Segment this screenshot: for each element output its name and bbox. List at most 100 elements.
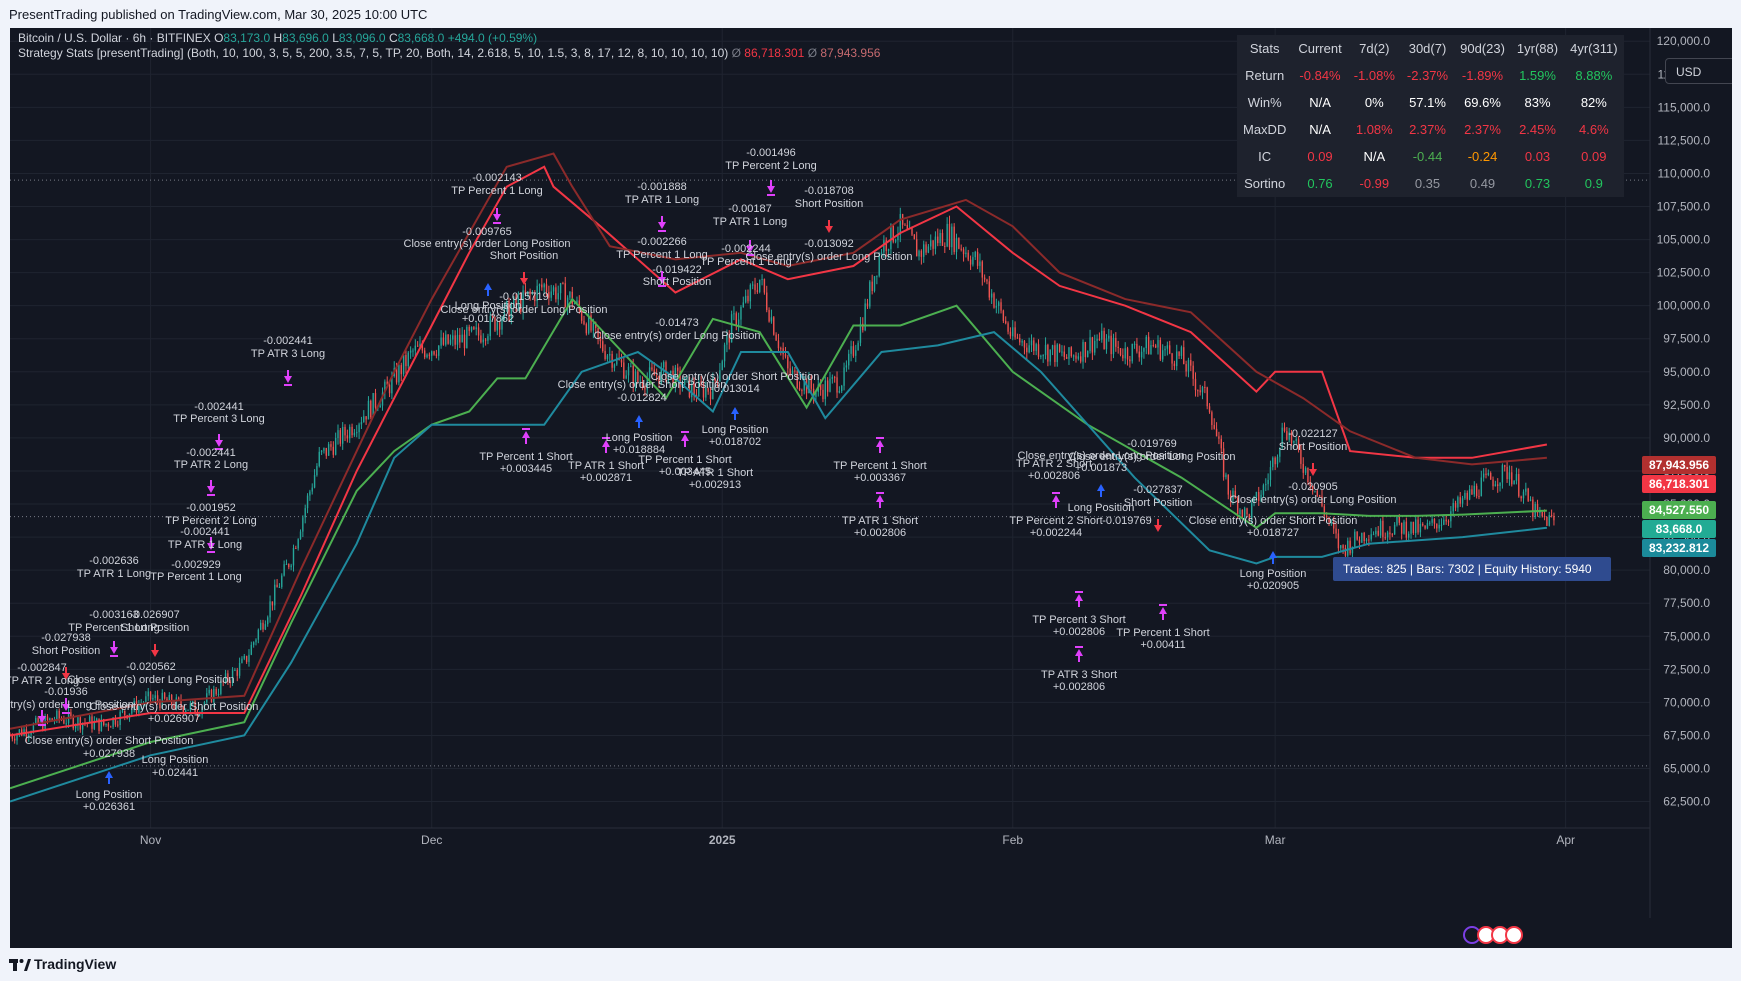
candle-body: [522, 290, 524, 312]
trades-info-box: Trades: 825 | Bars: 7302 | Equity Histor…: [1333, 557, 1611, 581]
y-tick-label: 67,500.0: [1663, 728, 1710, 742]
stats-cell: -0.99: [1359, 176, 1390, 191]
candle-body: [1489, 472, 1492, 480]
y-tick-label: 100,000.0: [1657, 299, 1711, 313]
candle-body: [250, 644, 253, 655]
candle-body: [1370, 534, 1372, 540]
trade-annotation: -0.002441: [180, 526, 230, 538]
candle-body: [412, 350, 414, 352]
candle-body: [454, 335, 456, 345]
candle-body: [735, 313, 737, 327]
take-profit-marker: [284, 376, 292, 383]
brand-name[interactable]: TradingView: [34, 956, 117, 972]
currency-selector[interactable]: USD: [1665, 58, 1732, 84]
candle-body: [1065, 357, 1068, 359]
y-tick-label: 107,500.0: [1657, 200, 1711, 214]
candle-body: [620, 359, 623, 363]
candle-body: [231, 670, 234, 684]
candle-body: [990, 293, 993, 298]
short-entry-marker: [151, 650, 159, 657]
candle-body: [259, 622, 262, 630]
candle-body: [1527, 488, 1529, 501]
candle-body: [1187, 360, 1190, 372]
candle-body: [1154, 345, 1157, 348]
candle-body: [1445, 519, 1447, 522]
candle-body: [524, 290, 527, 295]
stats-header-cell: Stats: [1249, 41, 1280, 56]
trade-annotation: -0.019769: [1127, 438, 1177, 450]
candle-body: [723, 344, 726, 362]
candle-body: [1351, 546, 1354, 554]
trade-annotation: Short Position: [1124, 497, 1192, 509]
candle-body: [939, 233, 941, 244]
candle-body: [791, 370, 794, 375]
candle-body: [238, 662, 241, 676]
candle-body: [580, 309, 583, 321]
candle-body: [829, 378, 831, 392]
candle-body: [637, 371, 639, 382]
candle-body: [177, 697, 180, 700]
candle-body: [154, 695, 156, 699]
candle-body: [1335, 528, 1337, 534]
stats-cell: 0.9: [1584, 176, 1603, 191]
candle-body: [346, 435, 349, 439]
candle-body: [1333, 521, 1335, 529]
candle-body: [955, 237, 958, 253]
candle-body: [531, 292, 534, 294]
candle-body: [1260, 494, 1262, 502]
y-tick-label: 80,000.0: [1663, 563, 1710, 577]
candle-body: [1393, 524, 1396, 535]
candle-body: [1192, 365, 1194, 379]
trade-annotation: -0.013014: [710, 383, 760, 395]
candle-body: [845, 365, 848, 368]
candle-body: [304, 508, 306, 518]
candle-body: [1005, 320, 1007, 324]
candle-body: [1019, 338, 1021, 343]
candle-body: [1309, 482, 1311, 486]
candle-body: [604, 351, 606, 359]
us-flag-icon[interactable]: [1505, 926, 1523, 944]
candle-body: [330, 444, 332, 447]
short-entry-marker: [520, 278, 528, 285]
candle-body: [784, 354, 787, 357]
trade-annotation: -0.022127: [1288, 428, 1338, 440]
candle-body: [297, 539, 299, 549]
candle-body: [1286, 431, 1288, 440]
candle-body: [1061, 351, 1063, 353]
candle-body: [737, 319, 740, 327]
candle-body: [852, 346, 855, 356]
candle-body: [419, 343, 421, 347]
trade-annotation: Close entry(s) order Long Position: [441, 304, 608, 316]
candle-body: [470, 327, 473, 331]
candle-body: [801, 390, 803, 392]
candle-body: [1058, 344, 1061, 352]
candle-body: [407, 352, 409, 367]
candle-body: [1424, 525, 1426, 529]
candle-body: [1199, 390, 1201, 393]
candle-body: [1513, 480, 1515, 485]
candle-body: [311, 487, 313, 492]
long-entry-marker: [1269, 551, 1277, 558]
trade-annotation: TP ATR 2 Short: [1016, 458, 1092, 470]
stats-cell: N/A: [1363, 149, 1386, 164]
trade-annotation: -0.002143: [472, 172, 522, 184]
trade-annotation: +0.018884: [613, 444, 665, 456]
series-line: [10, 297, 1547, 790]
candle-body: [1227, 474, 1229, 495]
candle-body: [131, 709, 133, 714]
candle-body: [862, 323, 864, 331]
take-profit-marker: [876, 495, 884, 502]
trade-annotation: Long Position: [1068, 502, 1135, 514]
strategy-name[interactable]: Strategy Stats [presentTrading] (Both, 1…: [18, 46, 729, 60]
chart-panel[interactable]: 62,500.0 65,000.0 67,500.0 70,000.0 72,500.0…: [10, 28, 1732, 948]
candle-body: [838, 391, 841, 393]
candle-body: [208, 689, 210, 694]
candle-body: [667, 373, 670, 382]
trade-annotation: Short Position: [795, 198, 863, 210]
symbol-name[interactable]: Bitcoin / U.S. Dollar · 6h · BITFINEX: [18, 31, 211, 45]
trade-annotation: Long Position: [702, 424, 769, 436]
candle-body: [740, 307, 742, 320]
trade-annotation: +0.017862: [462, 313, 514, 325]
event-flags[interactable]: [1462, 924, 1526, 946]
trade-annotation: +0.002806: [1028, 470, 1080, 482]
